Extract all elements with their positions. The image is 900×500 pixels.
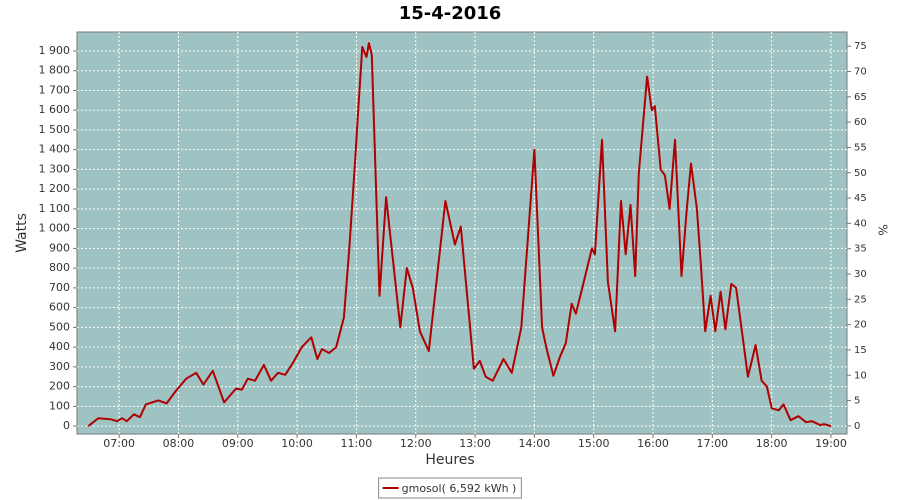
- x-tick-label: 15:00: [578, 437, 610, 450]
- x-tick-label: 10:00: [281, 437, 313, 450]
- data-line: [87, 42, 832, 428]
- y2-tick-label: 55: [854, 142, 867, 153]
- chart-title: 15-4-2016: [399, 3, 502, 24]
- x-tick-label: 09:00: [222, 437, 254, 450]
- y-axis-label: Watts: [14, 213, 30, 253]
- y2-tick-label: 70: [854, 66, 867, 77]
- y-tick-label: 1 700: [39, 83, 71, 96]
- y-tick-label: 300: [49, 360, 70, 373]
- y-tick-label: 1 300: [39, 162, 71, 175]
- y2-tick-label: 30: [854, 269, 867, 280]
- x-tick-label: 19:00: [815, 437, 847, 450]
- y-tick-label: 1 800: [39, 64, 71, 77]
- y2-tick-label: 15: [854, 345, 867, 356]
- x-tick-label: 11:00: [341, 437, 373, 450]
- y2-tick-label: 75: [854, 41, 867, 52]
- y2-axis-label: %: [876, 224, 890, 235]
- y2-tick-label: 20: [854, 320, 867, 331]
- y2-tick-label: 25: [854, 294, 867, 305]
- x-tick-label: 12:00: [400, 437, 432, 450]
- y2-tick-label: 10: [854, 370, 867, 381]
- y-tick-label: 1 600: [39, 103, 71, 116]
- y-tick-label: 600: [49, 301, 70, 314]
- legend-label: gmosol( 6,592 kWh ): [402, 482, 517, 495]
- y-tick-label: 900: [49, 241, 70, 254]
- y-tick-label: 1 400: [39, 143, 71, 156]
- legend-box: [378, 477, 522, 499]
- x-tick-label: 08:00: [163, 437, 195, 450]
- y2-tick-label: 45: [854, 193, 867, 204]
- y-tick-label: 1 100: [39, 202, 71, 215]
- y2-tick-label: 5: [854, 396, 860, 407]
- x-axis-label: Heures: [425, 452, 474, 468]
- y-tick-label: 1 200: [39, 182, 71, 195]
- x-tick-label: 17:00: [696, 437, 728, 450]
- y-tick-label: 200: [49, 380, 70, 393]
- y-tick-label: 700: [49, 281, 70, 294]
- y-tick-label: 800: [49, 261, 70, 274]
- x-tick-label: 07:00: [103, 437, 135, 450]
- y-tick-label: 0: [63, 419, 70, 432]
- x-tick-label: 16:00: [637, 437, 669, 450]
- y-tick-label: 400: [49, 340, 70, 353]
- y2-tick-label: 40: [854, 218, 867, 229]
- y-tick-label: 1 500: [39, 123, 71, 136]
- x-tick-label: 18:00: [756, 437, 788, 450]
- x-tick-label: 14:00: [519, 437, 551, 450]
- x-tick-label: 13:00: [459, 437, 491, 450]
- y2-tick-label: 65: [854, 92, 867, 103]
- y2-tick-label: 60: [854, 117, 867, 128]
- y2-tick-label: 0: [854, 421, 860, 432]
- y2-tick-label: 50: [854, 168, 867, 179]
- y-tick-label: 1 900: [39, 44, 71, 57]
- y2-tick-label: 35: [854, 244, 867, 255]
- y-tick-label: 500: [49, 320, 70, 333]
- y-tick-label: 100: [49, 399, 70, 412]
- y-tick-label: 1 000: [39, 222, 71, 235]
